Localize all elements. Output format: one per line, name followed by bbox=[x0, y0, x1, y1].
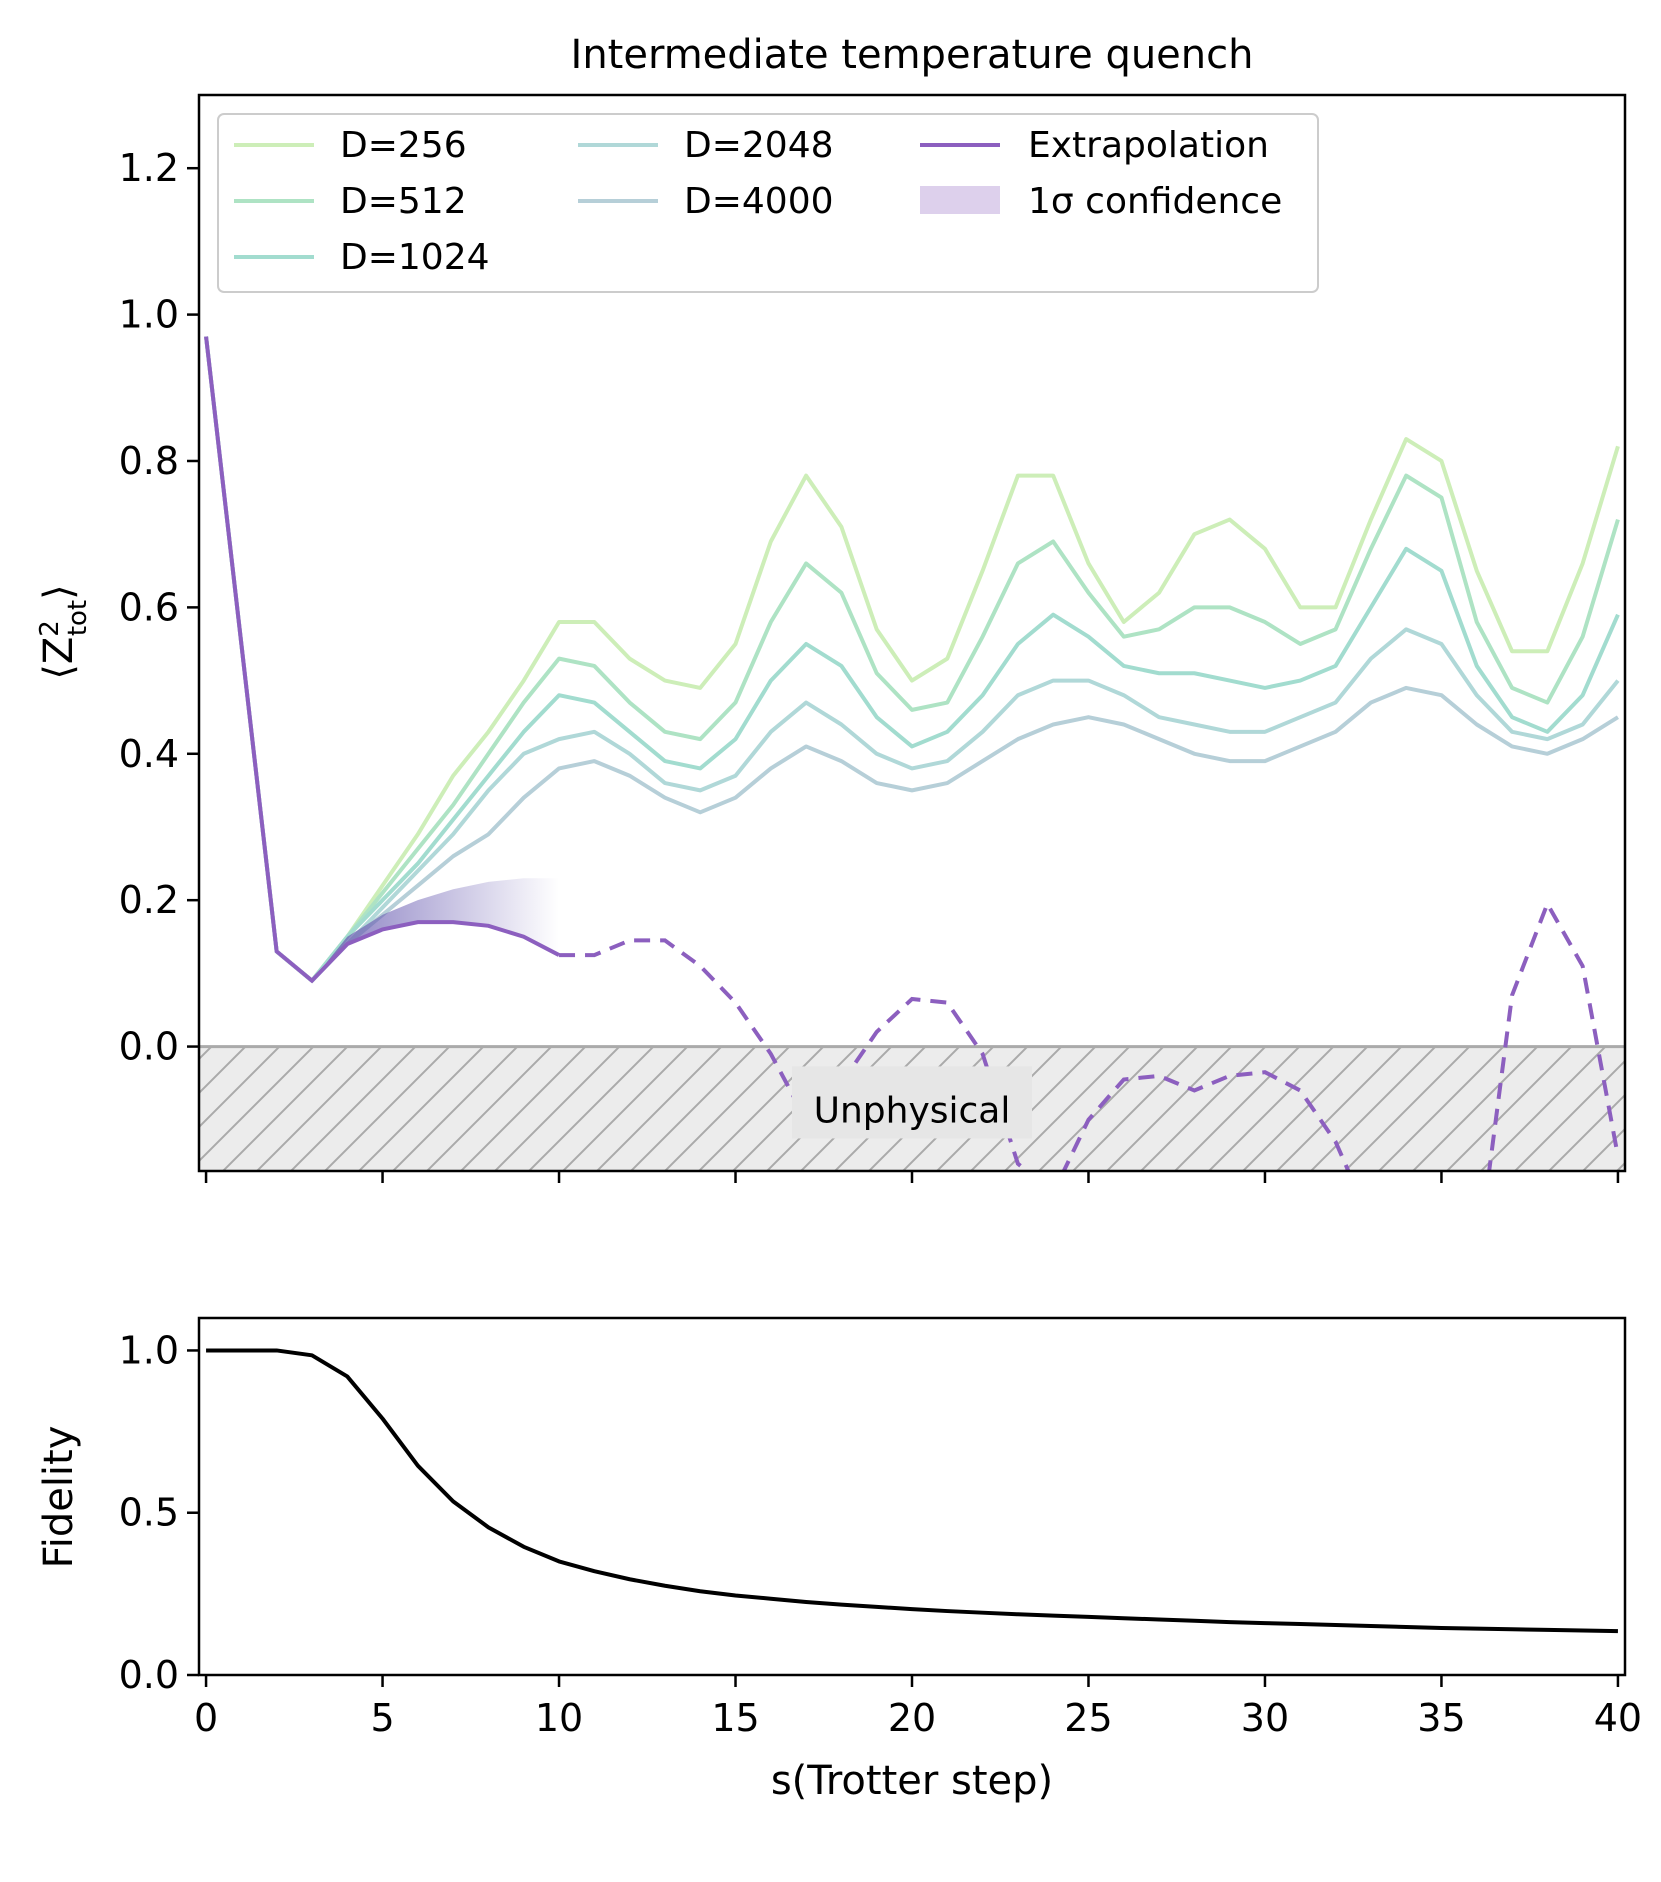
y-tick-label: 0.0 bbox=[119, 1025, 179, 1069]
legend-entry-d256: D=256 bbox=[234, 125, 467, 166]
bottom-panel: 0.0 0.5 1.0 0 5 10 15 20 25 30 35 40 Fidelity s(Tr… bbox=[36, 1316, 1642, 1804]
series-line-d1024 bbox=[204, 336, 1620, 983]
top-y-ticks: 0.0 0.2 0.4 0.6 0.8 1.0 1.2 bbox=[119, 146, 199, 1069]
legend-label: 1σ confidence bbox=[1028, 181, 1282, 222]
series-line-d2048 bbox=[204, 336, 1620, 983]
legend-label: D=1024 bbox=[340, 237, 490, 278]
legend-entry-confidence: 1σ confidence bbox=[920, 181, 1282, 222]
bottom-plot-frame bbox=[197, 1316, 1627, 1677]
ylabel-close: ⟩ bbox=[36, 584, 82, 600]
bottom-plot-area bbox=[206, 1348, 1618, 1634]
x-tick-label: 5 bbox=[370, 1696, 394, 1740]
x-tick-label: 40 bbox=[1594, 1696, 1642, 1740]
legend-entry-d2048: D=2048 bbox=[578, 125, 834, 166]
bottom-x-ticks: 0 5 10 15 20 25 30 35 40 bbox=[194, 1675, 1642, 1740]
legend-label: D=256 bbox=[340, 125, 467, 166]
y-tick-label: 0.8 bbox=[119, 439, 179, 483]
extrapolation-dashed-line bbox=[559, 899, 1620, 1171]
legend-label: Extrapolation bbox=[1028, 125, 1269, 166]
top-plot-area: Unphysical bbox=[199, 336, 1625, 1171]
legend-label: D=512 bbox=[340, 181, 467, 222]
top-y-axis-label: ⟨Z2tot⟩ bbox=[35, 584, 93, 679]
series-line-d512 bbox=[204, 336, 1620, 983]
x-tick-label: 35 bbox=[1417, 1696, 1465, 1740]
y-tick-label: 0.6 bbox=[119, 585, 179, 629]
extrapolation-solid-line bbox=[204, 336, 560, 984]
legend-label: D=2048 bbox=[684, 125, 834, 166]
fidelity-line bbox=[206, 1348, 1618, 1634]
legend-entry-d4000: D=4000 bbox=[578, 181, 834, 222]
legend-entry-d1024: D=1024 bbox=[234, 237, 490, 278]
ylabel-open: ⟨Z bbox=[36, 637, 82, 680]
ylabel-sub: tot bbox=[63, 600, 93, 636]
y-tick-label: 1.0 bbox=[119, 1328, 179, 1372]
y-tick-label: 0.4 bbox=[119, 732, 179, 776]
legend-entry-d512: D=512 bbox=[234, 181, 467, 222]
top-x-ticks bbox=[204, 1171, 1620, 1183]
x-tick-label: 0 bbox=[194, 1696, 218, 1740]
top-panel: Intermediate temperature quench Unphysic… bbox=[35, 32, 1627, 1183]
x-axis-label: s(Trotter step) bbox=[771, 1758, 1053, 1804]
legend-box bbox=[217, 113, 1319, 293]
x-tick-label: 30 bbox=[1241, 1696, 1289, 1740]
series-line-d256 bbox=[204, 336, 1620, 983]
legend-entry-extrapolation: Extrapolation bbox=[920, 125, 1269, 166]
series-line-d4000 bbox=[204, 336, 1619, 983]
y-tick-label: 0.0 bbox=[119, 1653, 179, 1697]
y-tick-label: 0.2 bbox=[119, 878, 179, 922]
x-tick-label: 15 bbox=[711, 1696, 759, 1740]
legend: D=256 D=512 D=1024 D=2048 D=4000 Extrapo… bbox=[217, 113, 1319, 293]
bottom-y-axis-label: Fidelity bbox=[36, 1426, 82, 1569]
x-tick-label: 20 bbox=[888, 1696, 936, 1740]
y-tick-label: 0.5 bbox=[119, 1491, 179, 1535]
top-chart-title: Intermediate temperature quench bbox=[571, 32, 1254, 78]
x-tick-label: 10 bbox=[535, 1696, 583, 1740]
unphysical-label: Unphysical bbox=[814, 1090, 1011, 1131]
confidence-band bbox=[311, 878, 560, 981]
y-tick-label: 1.0 bbox=[119, 293, 179, 337]
ylabel-sup: 2 bbox=[35, 620, 65, 637]
y-tick-label: 1.2 bbox=[119, 146, 179, 190]
bottom-y-ticks: 0.0 0.5 1.0 bbox=[119, 1328, 199, 1697]
legend-label: D=4000 bbox=[684, 181, 834, 222]
unphysical-label-box bbox=[792, 1066, 1032, 1139]
x-tick-label: 25 bbox=[1064, 1696, 1112, 1740]
